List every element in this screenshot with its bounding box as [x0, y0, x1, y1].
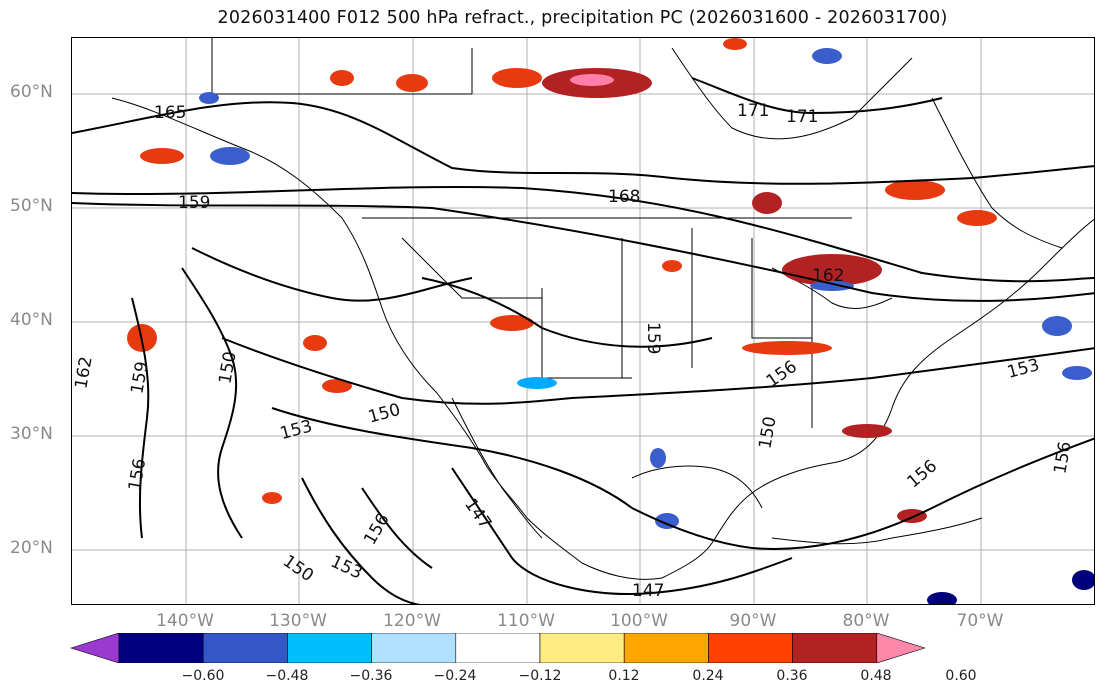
- map-canvas: 165 171 171 168 159 162 159 150 159 162 …: [72, 38, 1094, 604]
- colorbar-tick: −0.12: [518, 668, 562, 684]
- colorbar-tick: −0.36: [349, 668, 393, 684]
- contour-label: 150: [366, 400, 403, 428]
- colorbar-tick: −0.24: [433, 668, 477, 684]
- lon-label-80w: 80°W: [842, 611, 890, 631]
- contour-label: 159: [178, 193, 210, 213]
- contour-label: 150: [279, 551, 317, 586]
- lon-label-110w: 110°W: [497, 611, 555, 631]
- colorbar-extend-right: [876, 633, 926, 663]
- contour-label: 147: [632, 581, 664, 601]
- contour-label: 156: [125, 457, 150, 492]
- colorbar-swatch: [287, 633, 372, 663]
- lon-label-140w: 140°W: [156, 611, 214, 631]
- lat-label-30n: 30°N: [10, 424, 53, 444]
- colorbar-tick: 0.48: [860, 668, 892, 684]
- map-title: 2026031400 F012 500 hPa refract., precip…: [217, 8, 948, 28]
- contour-label: 159: [643, 322, 663, 354]
- colorbar: [69, 633, 926, 663]
- lon-label-130w: 130°W: [269, 611, 327, 631]
- contour-label: 153: [278, 416, 315, 444]
- colorbar-swatch: [539, 633, 625, 663]
- lon-label-100w: 100°W: [610, 611, 668, 631]
- colorbar-swatch: [623, 633, 709, 663]
- lat-label-60n: 60°N: [10, 82, 53, 102]
- contour-label: 156: [360, 510, 394, 548]
- contour-label: 150: [755, 415, 780, 450]
- colorbar-extend-left: [69, 633, 120, 663]
- colorbar-tick: 0.24: [692, 668, 724, 684]
- map-panel: 165 171 171 168 159 162 159 150 159 162 …: [71, 37, 1095, 605]
- colorbar-swatch: [118, 633, 204, 663]
- colorbar-swatch: [455, 633, 541, 663]
- lat-label-40n: 40°N: [10, 310, 53, 330]
- contour-label: 156: [1050, 440, 1075, 475]
- precip-fills: [127, 38, 1094, 604]
- contour-label: 171: [786, 107, 818, 127]
- colorbar-tick: 0.60: [945, 668, 977, 684]
- contour-label: 147: [460, 495, 495, 533]
- contour-label: 171: [737, 101, 769, 121]
- colorbar-tick: −0.48: [265, 668, 309, 684]
- colorbar-swatch: [792, 633, 878, 663]
- lon-label-70w: 70°W: [956, 611, 1004, 631]
- colorbar-swatch: [202, 633, 288, 663]
- contour-label: 162: [812, 266, 844, 286]
- lat-label-20n: 20°N: [10, 538, 53, 558]
- coastlines: [111, 38, 1094, 580]
- contour-label: 162: [72, 355, 97, 390]
- colorbar-tick: 0.36: [776, 668, 808, 684]
- colorbar-swatch: [708, 633, 793, 663]
- graticule: [72, 38, 1094, 604]
- contour-label: 153: [327, 552, 365, 584]
- lat-label-50n: 50°N: [10, 196, 53, 216]
- lon-label-120w: 120°W: [383, 611, 441, 631]
- contour-label: 165: [154, 103, 186, 123]
- colorbar-swatch: [371, 633, 457, 663]
- colorbar-tick: −0.60: [181, 668, 225, 684]
- contour-label-group: 165 171 171 168 159 162 159 150 159 162 …: [72, 101, 1076, 601]
- refractivity-contours: [72, 77, 1094, 604]
- colorbar-tick: 0.12: [608, 668, 640, 684]
- lon-label-90w: 90°W: [729, 611, 777, 631]
- colorbar-segments: [69, 633, 926, 663]
- contour-label: 156: [903, 456, 941, 492]
- contour-label: 168: [608, 187, 640, 207]
